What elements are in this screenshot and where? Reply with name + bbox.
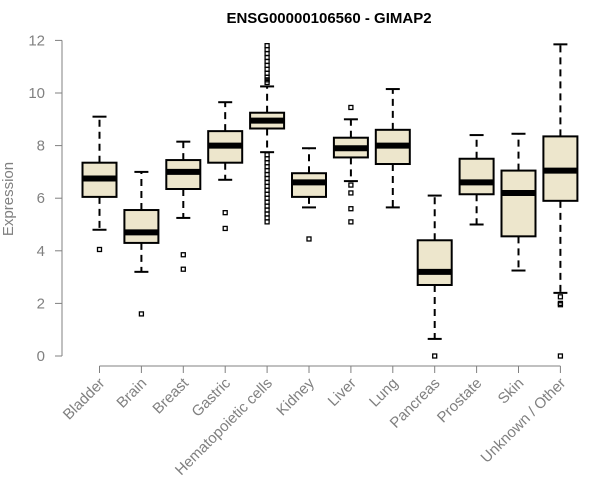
- outlier-point: [222, 210, 228, 216]
- box-iqr: [500, 169, 537, 238]
- outlier-point: [222, 225, 228, 232]
- x-tick-label: Liver: [325, 375, 360, 410]
- outlier-point: [348, 104, 354, 111]
- y-tick-label: 2: [37, 295, 45, 312]
- x-tick-label: Kidney: [273, 374, 318, 419]
- outlier-point: [432, 353, 438, 359]
- outlier-point: [348, 219, 354, 225]
- box-group-unknown-other: [542, 43, 579, 359]
- box-group-skin: [500, 132, 537, 272]
- y-tick-label: 0: [37, 348, 45, 365]
- outlier-point: [180, 266, 186, 272]
- outlier-point: [96, 246, 103, 253]
- y-tick-label: 10: [28, 85, 45, 102]
- outlier-point: [264, 79, 270, 86]
- y-tick-label: 12: [28, 32, 45, 49]
- outlier-point: [348, 190, 354, 196]
- outlier-point: [180, 252, 186, 258]
- x-tick-label: Breast: [149, 374, 192, 417]
- outlier-point: [557, 294, 564, 300]
- outlier-point: [557, 302, 564, 308]
- box-group-pancreas: [416, 194, 453, 359]
- x-tick-label: Skin: [495, 375, 528, 408]
- outlier-point: [306, 236, 312, 242]
- box-group-hematopoietic-cells: [249, 43, 286, 225]
- outlier-point: [557, 353, 564, 359]
- chart-title: ENSG00000106560 - GIMAP2: [226, 10, 431, 27]
- box-group-lung: [374, 88, 411, 209]
- plot-area: [81, 43, 579, 359]
- outlier-point: [348, 182, 354, 188]
- box-group-kidney: [291, 147, 327, 242]
- x-tick-label: Lung: [366, 375, 402, 411]
- y-tick-label: 8: [37, 138, 45, 155]
- box-group-brain: [123, 170, 160, 317]
- box-group-liver: [332, 104, 369, 225]
- box-group-breast: [165, 140, 202, 272]
- x-tick-label: Prostate: [434, 375, 486, 427]
- box-iqr: [123, 209, 160, 244]
- box-group-gastric: [207, 101, 244, 232]
- outlier-point: [264, 219, 270, 225]
- outlier-point: [138, 311, 145, 317]
- box-iqr: [458, 157, 495, 196]
- box-iqr: [416, 239, 453, 286]
- y-tick-label: 4: [37, 243, 45, 260]
- outlier-point: [348, 206, 354, 212]
- y-axis-label: Expression: [0, 162, 17, 236]
- y-tick-label: 6: [37, 190, 45, 207]
- box-group-bladder: [81, 115, 118, 253]
- x-tick-label: Brain: [113, 375, 150, 412]
- x-tick-label: Bladder: [60, 375, 109, 424]
- box-group-prostate: [458, 134, 495, 226]
- y-axis: 0 2 4 6 8 10 12: [28, 32, 63, 365]
